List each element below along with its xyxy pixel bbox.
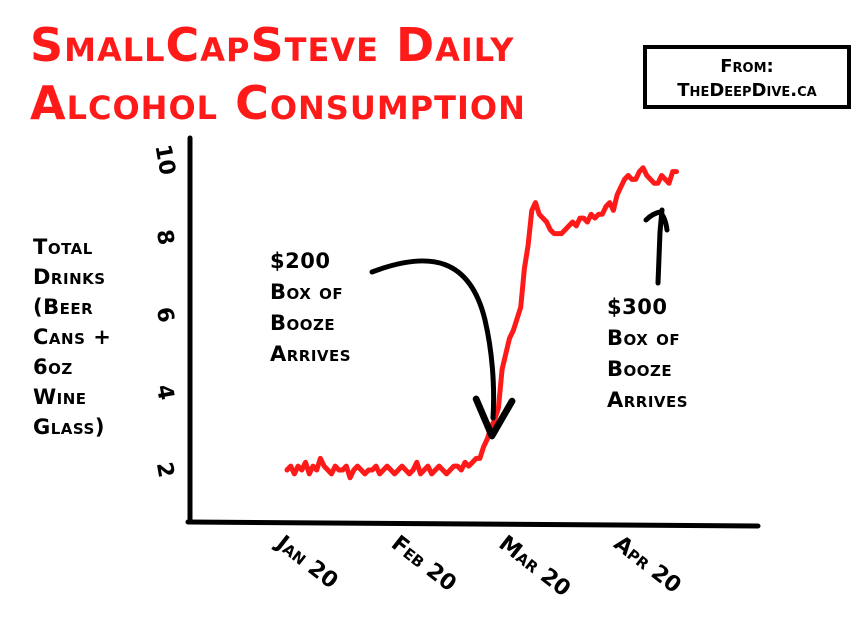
annotation-pointer-second — [643, 207, 670, 286]
annotation-second-box: $300 Box of Booze Arrives — [607, 292, 747, 416]
annotation-line: $200 — [270, 249, 331, 273]
annotation-arrow-first — [369, 258, 516, 440]
y-tick-label: 4 — [151, 383, 178, 402]
y-axis-label-line: Cans + — [33, 325, 112, 349]
x-tick-labels: Jan 20 Feb 20 Mar 20 Apr 20 — [270, 530, 686, 602]
y-axis-label-line: 6oz — [33, 355, 73, 379]
y-tick-label: 8 — [151, 228, 178, 247]
y-axis-label-line: Wine — [33, 385, 87, 409]
annotation-first-box: $200 Box of Booze Arrives — [270, 246, 410, 370]
y-tick-label: 6 — [151, 305, 178, 324]
chart-title-line-2: Alcohol Consumption — [30, 76, 526, 130]
annotation-line: Box of — [270, 280, 344, 304]
annotation-line: Arrives — [607, 388, 689, 412]
annotation-line: Box of — [607, 326, 681, 350]
annotation-line: Booze — [607, 357, 673, 381]
y-axis-label: Total Drinks (Beer Cans + 6oz Wine Glass… — [33, 232, 153, 442]
x-tick-label: Feb 20 — [386, 531, 460, 597]
y-axis-label-line: (Beer — [33, 295, 94, 319]
chart-title-line-1: SmallCapSteve Daily — [30, 18, 515, 72]
x-axis-line — [185, 519, 761, 529]
source-box: From: TheDeepDive.ca — [643, 45, 851, 109]
x-tick-label: Apr 20 — [609, 531, 686, 599]
y-tick-label: 10 — [150, 143, 180, 178]
y-axis-label-line: Glass) — [33, 415, 105, 439]
y-axis-label-line: Drinks — [33, 265, 106, 289]
series-line — [284, 165, 679, 481]
x-tick-label: Mar 20 — [494, 531, 575, 602]
y-tick-label: 2 — [151, 460, 178, 479]
source-site: TheDeepDive.ca — [677, 80, 817, 101]
annotation-line: Arrives — [270, 342, 352, 366]
source-label: From: — [720, 56, 774, 77]
y-tick-labels: 2 4 6 8 10 — [150, 143, 180, 480]
y-axis-label-line: Total — [33, 235, 93, 259]
x-tick-label: Jan 20 — [270, 530, 343, 594]
annotation-line: $300 — [607, 295, 668, 319]
annotation-line: Booze — [270, 311, 336, 335]
